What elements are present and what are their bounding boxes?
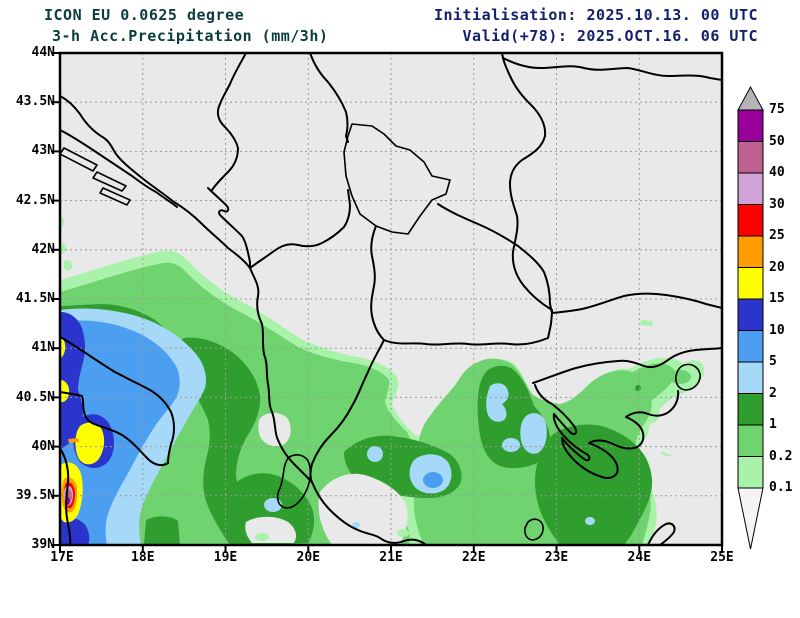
lon-label: 17E [50, 550, 74, 565]
product-title: 3-h Acc.Precipitation (mm/3h) [52, 27, 329, 45]
legend-label: 10 [769, 322, 785, 338]
legend-label: 1 [769, 417, 777, 432]
lon-label: 24E [627, 550, 652, 565]
lat-label: 41N [31, 340, 55, 355]
lat-label: 42N [31, 242, 55, 257]
legend-label: 15 [769, 291, 785, 306]
country-borders [61, 54, 721, 544]
legend-overflow-arrow [737, 85, 764, 111]
lon-label: 18E [131, 550, 155, 565]
lon-label: 19E [213, 550, 238, 565]
lat-label: 39N [31, 537, 55, 552]
legend-label: 40 [769, 165, 785, 180]
legend-label: 75 [769, 102, 785, 117]
lon-label: 25E [710, 550, 734, 565]
lat-label: 43N [31, 143, 55, 158]
precip-blue-layers [61, 308, 595, 544]
legend-colorbar [737, 85, 764, 550]
lat-label: 39.5N [15, 488, 55, 503]
valid-time: Valid(+78): 2025.OCT.16. 06 UTC [462, 27, 758, 45]
init-time: Initialisation: 2025.10.13. 00 UTC [433, 6, 758, 24]
lat-label: 40.5N [15, 389, 55, 405]
legend-underflow-arrow [737, 487, 764, 550]
model-title: ICON EU 0.0625 degree [44, 6, 245, 24]
lat-label: 43.5N [15, 94, 55, 109]
lat-label: 44N [31, 45, 55, 60]
legend-label: 0.2 [769, 448, 793, 464]
lon-label: 23E [544, 550, 569, 565]
dry-gap-layer [245, 412, 712, 544]
lon-label: 20E [296, 550, 321, 565]
lat-label: 42.5N [15, 192, 55, 208]
legend-label: 2 [769, 385, 777, 401]
legend-label: 30 [769, 196, 785, 212]
legend-label: 0.1 [769, 480, 793, 495]
legend-label: 25 [769, 228, 785, 243]
lat-label: 40N [31, 438, 55, 454]
legend-label: 20 [769, 259, 785, 275]
legend-label: 50 [769, 133, 785, 149]
legend-label: 5 [769, 354, 777, 369]
lat-label: 41.5N [15, 291, 55, 306]
lon-label: 21E [379, 550, 403, 565]
lon-label: 22E [462, 550, 486, 565]
axis-ticks [51, 52, 723, 553]
